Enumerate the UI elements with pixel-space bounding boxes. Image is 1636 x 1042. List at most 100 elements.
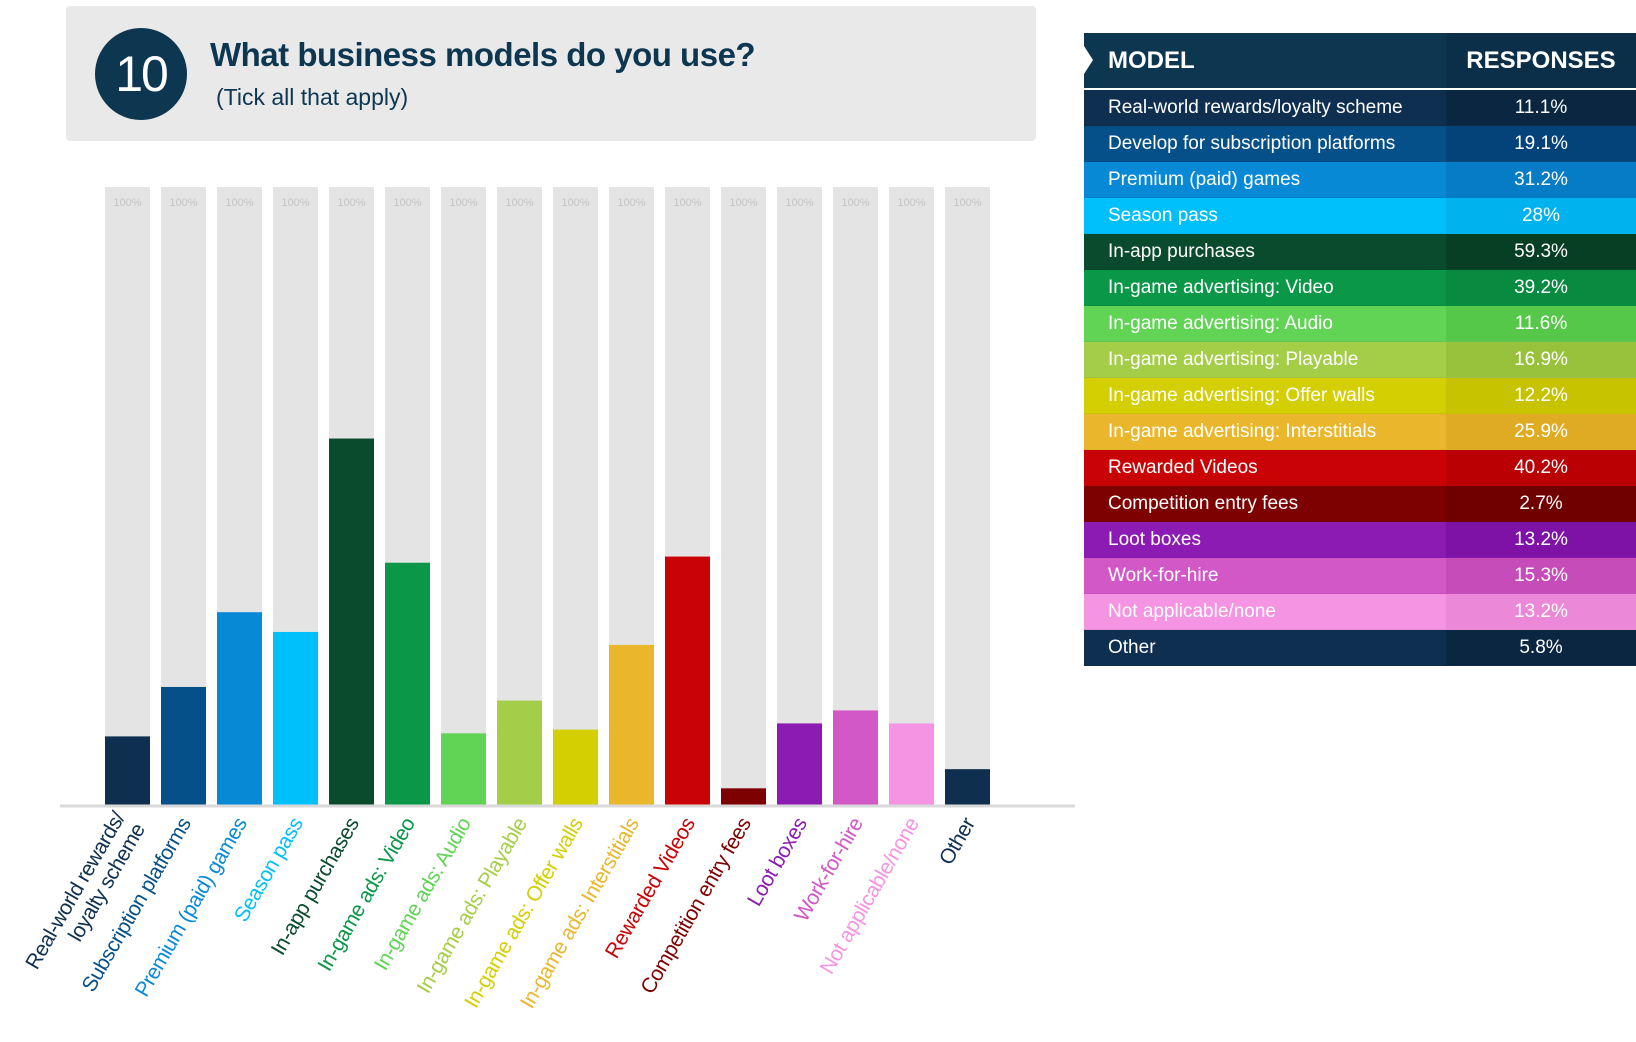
responses-column-header: RESPONSES bbox=[1446, 33, 1636, 88]
bar-background bbox=[441, 187, 486, 805]
bar-background bbox=[777, 187, 822, 805]
bar-max-label: 100% bbox=[449, 197, 477, 209]
model-cell: Premium (paid) games bbox=[1108, 169, 1301, 190]
business-models-bar-chart: 100% 100% 100% 100% 100% 100% 100% 100% 100% 100%… bbox=[21, 187, 1075, 1012]
model-cell: Real-world rewards/loyalty scheme bbox=[1108, 97, 1403, 118]
bar bbox=[329, 438, 374, 805]
response-cell: 2.7% bbox=[1446, 486, 1636, 521]
table-row: Work-for-hire 15.3% bbox=[1084, 558, 1636, 594]
table-row: Develop for subscription platforms 19.1% bbox=[1084, 126, 1636, 162]
response-cell: 19.1% bbox=[1446, 126, 1636, 161]
model-cell: Rewarded Videos bbox=[1108, 457, 1258, 478]
table-row: In-game advertising: Audio 11.6% bbox=[1084, 306, 1636, 342]
bar-max-label: 100% bbox=[113, 197, 141, 209]
bar-max-label: 100% bbox=[337, 197, 365, 209]
bar-max-label: 100% bbox=[561, 197, 589, 209]
bar-background bbox=[721, 187, 766, 805]
table-row: Season pass 28% bbox=[1084, 198, 1636, 234]
bar bbox=[553, 729, 598, 805]
model-cell: Competition entry fees bbox=[1108, 493, 1299, 514]
model-cell: Not applicable/none bbox=[1108, 601, 1276, 622]
question-title: What business models do you use? bbox=[210, 36, 756, 73]
category-label: Not applicable/none bbox=[816, 814, 924, 978]
model-cell: In-game advertising: Offer walls bbox=[1108, 385, 1375, 406]
bar bbox=[777, 723, 822, 805]
bar bbox=[665, 556, 710, 805]
response-cell: 13.2% bbox=[1446, 594, 1636, 629]
table-row: In-game advertising: Playable 16.9% bbox=[1084, 342, 1636, 378]
bar-max-label: 100% bbox=[225, 197, 253, 209]
table-row: Loot boxes 13.2% bbox=[1084, 522, 1636, 558]
bar bbox=[721, 788, 766, 805]
model-cell: Develop for subscription platforms bbox=[1108, 133, 1396, 154]
model-cell: In-game advertising: Playable bbox=[1108, 349, 1359, 370]
question-subtitle: (Tick all that apply) bbox=[216, 84, 409, 110]
table-row: Other 5.8% bbox=[1084, 630, 1636, 666]
bar-max-label: 100% bbox=[953, 197, 981, 209]
model-cell: In-game advertising: Video bbox=[1108, 277, 1334, 298]
bar-background bbox=[553, 187, 598, 805]
bar bbox=[833, 710, 878, 805]
table-row: In-game advertising: Video 39.2% bbox=[1084, 270, 1636, 306]
bar-max-label: 100% bbox=[281, 197, 309, 209]
category-label: Competition entry fees bbox=[636, 814, 755, 998]
bar-background bbox=[889, 187, 934, 805]
table-row: Rewarded Videos 40.2% bbox=[1084, 450, 1636, 486]
response-cell: 11.6% bbox=[1446, 306, 1636, 341]
bar bbox=[161, 686, 206, 805]
model-cell: In-app purchases bbox=[1108, 241, 1255, 262]
response-cell: 11.1% bbox=[1446, 90, 1636, 125]
response-cell: 13.2% bbox=[1446, 522, 1636, 557]
table-row: Not applicable/none 13.2% bbox=[1084, 594, 1636, 630]
model-cell: In-game advertising: Interstitials bbox=[1108, 421, 1377, 442]
bar-max-label: 100% bbox=[673, 197, 701, 209]
bar-max-label: 100% bbox=[169, 197, 197, 209]
bar bbox=[105, 736, 150, 805]
bar bbox=[609, 644, 654, 805]
bar-max-label: 100% bbox=[729, 197, 757, 209]
question-header: 10 What business models do you use? (Tic… bbox=[66, 6, 1036, 141]
model-cell: Work-for-hire bbox=[1108, 565, 1219, 586]
bar bbox=[889, 723, 934, 805]
bar-max-label: 100% bbox=[617, 197, 645, 209]
bar-max-label: 100% bbox=[897, 197, 925, 209]
bar-max-label: 100% bbox=[505, 197, 533, 209]
question-number-badge: 10 bbox=[95, 28, 187, 120]
bar bbox=[497, 700, 542, 805]
response-cell: 12.2% bbox=[1446, 378, 1636, 413]
header-notch-icon bbox=[1084, 46, 1093, 74]
bar-background bbox=[833, 187, 878, 805]
bar bbox=[273, 631, 318, 805]
bar bbox=[385, 562, 430, 805]
response-cell: 5.8% bbox=[1446, 630, 1636, 665]
table-row: In-app purchases 59.3% bbox=[1084, 234, 1636, 270]
table-row: Premium (paid) games 31.2% bbox=[1084, 162, 1636, 198]
bar-max-label: 100% bbox=[785, 197, 813, 209]
bar-max-label: 100% bbox=[393, 197, 421, 209]
response-cell: 28% bbox=[1446, 198, 1636, 233]
model-cell: Loot boxes bbox=[1108, 529, 1201, 550]
table-row: Competition entry fees 2.7% bbox=[1084, 486, 1636, 522]
bar bbox=[945, 769, 990, 805]
bar bbox=[441, 733, 486, 805]
response-cell: 31.2% bbox=[1446, 162, 1636, 197]
category-label: Other bbox=[935, 814, 980, 869]
response-cell: 39.2% bbox=[1446, 270, 1636, 305]
bar bbox=[217, 612, 262, 805]
bar-background bbox=[105, 187, 150, 805]
response-cell: 25.9% bbox=[1446, 414, 1636, 449]
bar-max-label: 100% bbox=[841, 197, 869, 209]
model-cell: Season pass bbox=[1108, 205, 1218, 226]
table-header: MODEL RESPONSES bbox=[1084, 33, 1636, 88]
table-body: Real-world rewards/loyalty scheme 11.1% De… bbox=[1084, 90, 1636, 666]
model-column-label: MODEL bbox=[1108, 47, 1195, 74]
table-row: In-game advertising: Offer walls 12.2% bbox=[1084, 378, 1636, 414]
model-cell: In-game advertising: Audio bbox=[1108, 313, 1333, 334]
table-row: Real-world rewards/loyalty scheme 11.1% bbox=[1084, 90, 1636, 126]
model-cell: Other bbox=[1108, 637, 1156, 658]
model-column-header: MODEL bbox=[1084, 33, 1446, 88]
bar-background bbox=[945, 187, 990, 805]
responses-table: MODEL RESPONSES Real-world rewards/loyal… bbox=[1084, 33, 1636, 666]
response-cell: 40.2% bbox=[1446, 450, 1636, 485]
table-row: In-game advertising: Interstitials 25.9% bbox=[1084, 414, 1636, 450]
